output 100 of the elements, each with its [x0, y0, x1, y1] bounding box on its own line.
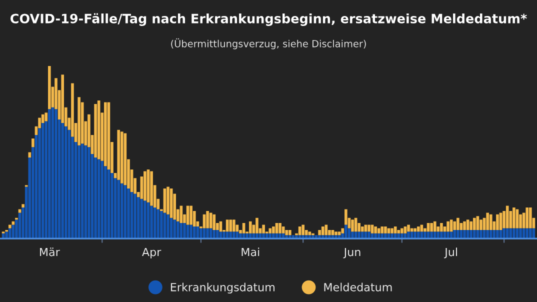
bar	[404, 226, 407, 234]
bar	[473, 230, 476, 239]
bar	[88, 147, 90, 239]
bar	[232, 232, 236, 239]
bar	[200, 228, 202, 239]
bar	[127, 188, 130, 239]
bar	[110, 173, 114, 239]
bar	[120, 132, 124, 184]
bar	[440, 223, 443, 232]
x-tick-label: Jul	[444, 248, 458, 258]
bar	[285, 230, 288, 236]
bar	[466, 220, 470, 230]
bar	[417, 226, 420, 232]
bar	[78, 97, 80, 146]
bar	[476, 216, 480, 230]
bar	[192, 226, 196, 239]
chart-title: COVID-19-Fälle/Tag nach Erkrankungsbeginn, ersatzweise Meldedatum*	[10, 13, 527, 26]
bar	[407, 232, 410, 239]
bar	[360, 226, 364, 232]
chart-subtitle: (Übermittlungsverzug, siehe Disclaimer)	[171, 38, 366, 50]
bar	[470, 230, 473, 239]
bar	[54, 109, 58, 239]
bar	[156, 209, 160, 239]
bar	[146, 170, 150, 202]
bar	[351, 220, 354, 232]
bar	[176, 221, 180, 239]
bar	[206, 228, 209, 239]
bar	[170, 188, 173, 218]
bar	[486, 212, 489, 230]
bar	[433, 232, 436, 239]
bar	[368, 232, 370, 239]
legend-label: Meldedatum	[324, 282, 392, 292]
bar	[414, 232, 417, 239]
bar	[489, 230, 492, 239]
bar	[94, 157, 97, 239]
bar	[453, 230, 456, 239]
bar	[32, 138, 34, 148]
bar	[424, 232, 426, 239]
bar	[414, 228, 417, 232]
bar	[446, 232, 450, 239]
bar	[144, 171, 146, 201]
bar	[150, 206, 153, 239]
bar	[278, 223, 282, 234]
bar	[144, 200, 146, 239]
bar	[499, 212, 502, 230]
bar	[430, 232, 433, 239]
bar	[117, 180, 120, 239]
bar	[166, 186, 170, 214]
bar	[456, 230, 460, 239]
bar	[390, 228, 394, 234]
x-tick-label: Mär	[40, 248, 60, 256]
bar	[150, 171, 153, 206]
bar	[519, 228, 522, 239]
bar	[526, 208, 529, 228]
bar	[64, 126, 68, 239]
legend-label: Erkrankungsdatum	[170, 282, 274, 294]
bar	[8, 224, 12, 228]
bar	[470, 221, 473, 230]
x-tick-label: Apr	[142, 248, 162, 258]
bar	[463, 221, 466, 230]
bar	[387, 228, 390, 234]
bar	[430, 223, 433, 232]
bar	[417, 232, 420, 239]
bar	[400, 228, 404, 234]
bar	[268, 228, 272, 234]
bar	[229, 220, 232, 232]
bar	[8, 228, 12, 239]
bar	[282, 226, 285, 234]
bar	[496, 214, 499, 230]
bar	[344, 209, 348, 225]
bar	[173, 220, 176, 239]
bar	[134, 194, 136, 239]
bar	[453, 221, 456, 230]
bar	[368, 224, 370, 232]
bar	[44, 112, 48, 122]
bar	[502, 228, 506, 239]
bar	[358, 232, 360, 239]
bar	[456, 218, 460, 230]
bar	[318, 230, 321, 236]
bar	[377, 228, 380, 234]
bar	[321, 226, 324, 236]
bar	[216, 230, 219, 239]
bar	[288, 230, 292, 236]
bar	[229, 232, 232, 239]
bar	[12, 221, 15, 225]
bar	[262, 224, 265, 234]
bar	[212, 230, 216, 239]
x-tick-label: Jun	[343, 248, 360, 258]
bar	[94, 104, 97, 158]
bar	[351, 232, 354, 239]
x-tick-label: Mai	[242, 248, 260, 256]
bar	[120, 183, 124, 239]
bar	[117, 130, 120, 180]
bar	[190, 224, 192, 239]
bar	[100, 160, 104, 239]
bar	[5, 232, 8, 239]
bar	[48, 109, 51, 239]
bar	[232, 220, 236, 232]
bar	[360, 232, 364, 239]
bar	[248, 221, 252, 234]
